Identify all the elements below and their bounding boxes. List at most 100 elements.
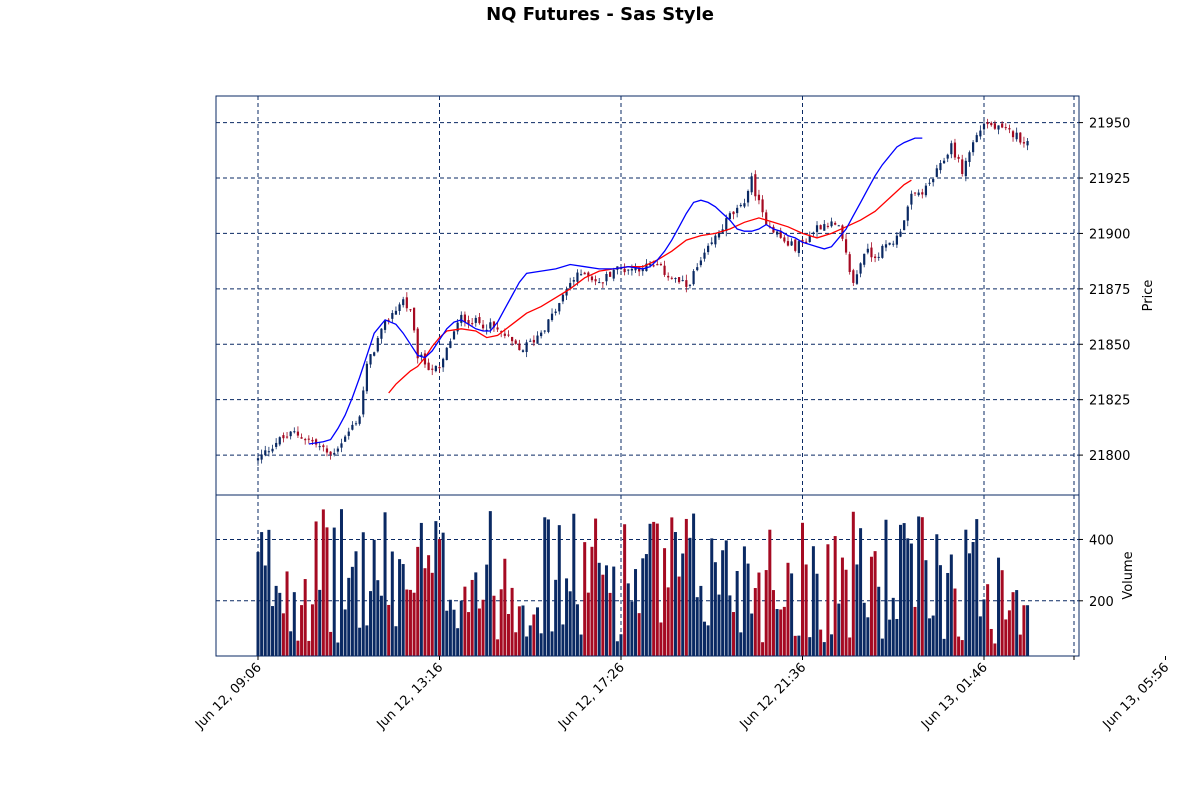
candle-body xyxy=(609,272,612,277)
candle-body xyxy=(463,314,467,323)
volume-bar xyxy=(1026,605,1030,656)
candle-body xyxy=(623,268,626,273)
volume-bar xyxy=(775,609,779,656)
candle-body xyxy=(409,309,412,311)
candle-body xyxy=(779,230,782,238)
volume-bar xyxy=(1022,605,1026,656)
candle-body xyxy=(942,160,946,164)
volume-bar xyxy=(692,513,696,656)
candle-body xyxy=(874,256,877,259)
volume-bar xyxy=(699,585,703,656)
candle-body xyxy=(717,233,721,238)
candle-body xyxy=(652,265,655,267)
volume-bar xyxy=(281,613,285,656)
volume-bar xyxy=(452,609,456,656)
volume-bar xyxy=(862,602,866,656)
volume-bar xyxy=(906,538,910,656)
volume-bar xyxy=(477,608,481,656)
grid-lines xyxy=(216,96,1079,656)
candle-body xyxy=(663,265,666,275)
candle-body xyxy=(558,303,561,312)
candle-body xyxy=(899,231,902,237)
volume-bar xyxy=(467,612,471,656)
volume-bar xyxy=(764,570,768,656)
candle-body xyxy=(264,450,267,456)
volume-bar xyxy=(953,588,957,656)
volume-bar xyxy=(496,639,500,656)
volume-bar xyxy=(260,532,264,656)
candle-body xyxy=(532,339,535,343)
candle-body xyxy=(790,241,793,246)
x-tick-label: Jun 12, 17:26 xyxy=(555,660,628,733)
candle-body xyxy=(351,424,354,430)
candle-body xyxy=(634,266,637,271)
candle-body xyxy=(402,299,405,306)
x-tick-label: Jun 12, 09:06 xyxy=(192,660,265,733)
volume-bar xyxy=(307,640,311,656)
volume-bar xyxy=(347,577,351,656)
volume-bar xyxy=(750,613,754,656)
candle-body xyxy=(354,423,358,425)
volume-bar xyxy=(888,619,892,656)
candle-body xyxy=(757,194,761,201)
candle-body xyxy=(648,264,652,266)
volume-bar xyxy=(336,642,340,656)
candle-body xyxy=(529,340,532,342)
volume-bar xyxy=(630,601,634,656)
candle-body xyxy=(492,321,496,328)
volume-bar xyxy=(379,595,383,656)
candle-body xyxy=(547,319,550,332)
candle-body xyxy=(278,437,281,445)
candle-body xyxy=(318,446,321,448)
candle-body xyxy=(1011,131,1015,138)
candle-body xyxy=(525,342,528,353)
volume-bar xyxy=(724,540,728,656)
candle-body xyxy=(982,123,986,130)
volume-bar xyxy=(1015,590,1019,656)
candle-body xyxy=(449,341,452,348)
price-tick-label: 21950 xyxy=(1089,117,1130,132)
candle-body xyxy=(841,225,844,239)
volume-bar xyxy=(503,558,507,656)
volume-bar xyxy=(521,605,525,656)
candle-body xyxy=(993,123,996,129)
candle-body xyxy=(888,242,891,245)
volume-bar xyxy=(372,539,376,656)
volume-bar xyxy=(884,519,888,656)
candle-body xyxy=(387,319,390,321)
volume-bar xyxy=(964,529,968,656)
volume-bar xyxy=(844,569,848,656)
volume-bar xyxy=(387,604,391,656)
candle-body xyxy=(369,354,372,365)
volume-bar xyxy=(917,516,921,656)
candle-body xyxy=(946,154,949,159)
candle-body xyxy=(572,280,575,282)
volume-bar xyxy=(866,617,870,656)
volume-bar xyxy=(506,613,510,656)
candle-body xyxy=(903,220,906,231)
volume-bar xyxy=(909,543,913,656)
candle-body xyxy=(765,212,768,225)
volume-bar xyxy=(459,600,463,656)
candle-body xyxy=(594,279,597,282)
candle-body xyxy=(285,436,289,438)
volume-bar xyxy=(405,589,409,656)
volume-bar xyxy=(528,625,532,656)
volume-bar xyxy=(924,560,928,656)
volume-bar xyxy=(438,539,441,656)
price-tick-label: 21875 xyxy=(1089,283,1130,298)
volume-bar xyxy=(419,522,423,656)
volume-bar xyxy=(659,622,663,656)
volume-bar xyxy=(329,631,333,656)
volume-bar xyxy=(797,635,801,656)
candles xyxy=(256,118,1029,466)
volume-bar xyxy=(401,564,405,656)
candle-body xyxy=(1001,123,1004,128)
candle-body xyxy=(275,442,278,447)
volume-bar xyxy=(586,592,590,656)
candle-body xyxy=(997,125,1000,130)
volume-bar xyxy=(757,572,761,656)
candle-body xyxy=(819,225,822,230)
candle-body xyxy=(725,218,728,232)
volume-bar xyxy=(684,518,688,656)
